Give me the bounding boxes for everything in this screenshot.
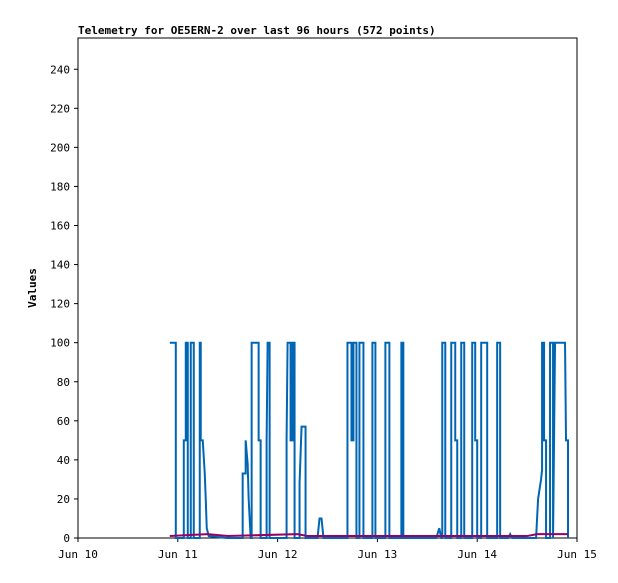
y-tick-label: 180: [50, 180, 70, 193]
y-tick-label: 140: [50, 259, 70, 272]
x-tick-label: Jun 15: [557, 548, 597, 561]
y-tick-label: 40: [57, 454, 70, 467]
x-tick-label: Jun 11: [158, 548, 198, 561]
y-tick-label: 20: [57, 493, 70, 506]
y-tick-label: 160: [50, 220, 70, 233]
y-tick-label: 100: [50, 337, 70, 350]
x-tick-label: Jun 14: [457, 548, 497, 561]
x-tick-label: Jun 10: [58, 548, 98, 561]
data-line: [169, 341, 570, 539]
y-tick-label: 0: [63, 532, 70, 545]
y-tick-label: 120: [50, 298, 70, 311]
y-tick-label: 60: [57, 415, 70, 428]
y-tick-label: 80: [57, 376, 70, 389]
y-tick-label: 200: [50, 141, 70, 154]
y-axis-label: Values: [26, 268, 39, 308]
x-tick-label: Jun 13: [358, 548, 398, 561]
y-tick-label: 240: [50, 63, 70, 76]
x-tick-label: Jun 12: [258, 548, 298, 561]
data-line: [169, 533, 569, 538]
chart-title: Telemetry for OE5ERN-2 over last 96 hour…: [78, 24, 436, 37]
y-tick-label: 220: [50, 102, 70, 115]
